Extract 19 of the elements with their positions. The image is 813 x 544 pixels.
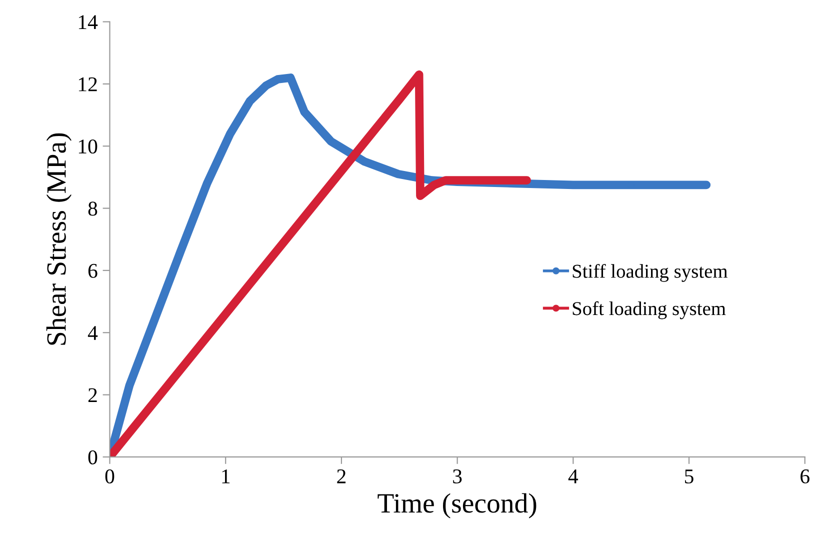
y-tick-label: 12 bbox=[78, 77, 97, 92]
x-axis-title: Time (second) bbox=[378, 493, 536, 518]
legend-label: Soft loading system bbox=[572, 301, 726, 320]
y-tick-label: 8 bbox=[88, 202, 98, 216]
y-tick-label: 2 bbox=[88, 388, 97, 402]
x-tick-label: 4 bbox=[568, 470, 578, 484]
y-tick-label: 6 bbox=[88, 264, 98, 278]
y-tick-label: 14 bbox=[78, 15, 98, 29]
x-tick-label: 3 bbox=[453, 469, 462, 484]
x-tick-label: 6 bbox=[800, 469, 810, 484]
y-tick-label: 0 bbox=[88, 450, 98, 464]
legend-label: Stiff loading system bbox=[572, 264, 728, 282]
y-axis-title: Shear Stress (MPa) bbox=[46, 133, 72, 345]
y-tick-label: 10 bbox=[78, 139, 98, 154]
x-tick-label: 5 bbox=[685, 470, 694, 484]
y-tick-label: 4 bbox=[88, 326, 98, 340]
x-tick-label: 1 bbox=[222, 469, 230, 484]
x-tick-label: 2 bbox=[337, 469, 346, 484]
x-tick-label: 0 bbox=[105, 469, 114, 484]
